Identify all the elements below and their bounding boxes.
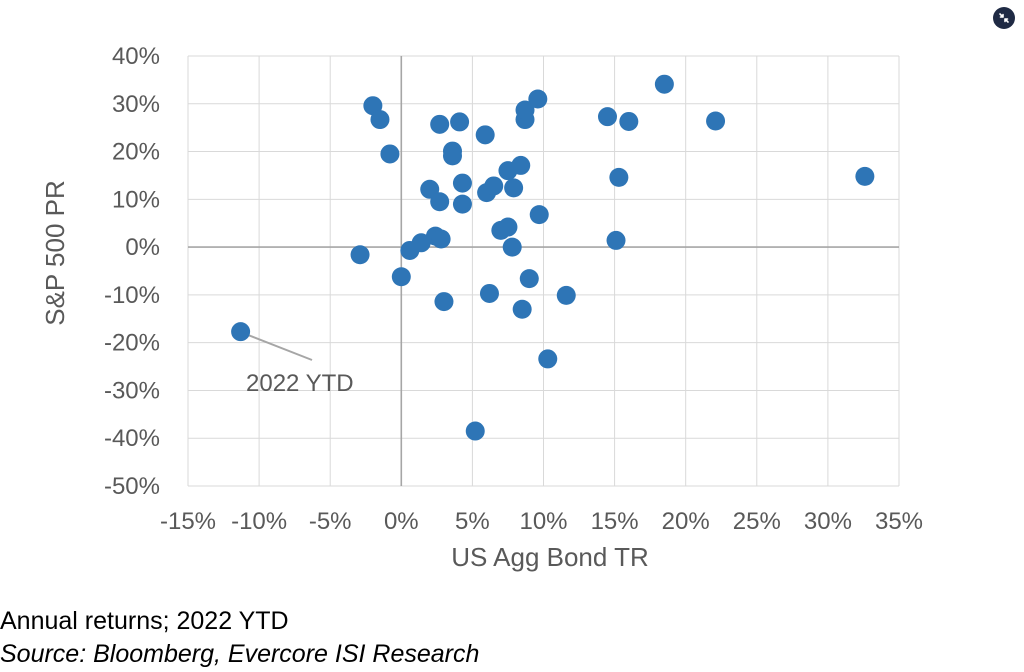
data-point	[430, 192, 450, 212]
data-point	[609, 167, 629, 187]
data-point	[391, 267, 411, 287]
data-point	[538, 349, 558, 369]
data-point	[442, 146, 462, 166]
data-point	[465, 421, 485, 441]
data-point	[370, 110, 390, 130]
x-tick-label: -10%	[231, 508, 287, 535]
data-point	[528, 89, 548, 109]
data-point	[498, 217, 518, 237]
data-point	[706, 111, 726, 131]
data-point	[452, 194, 472, 214]
x-tick-label: 5%	[455, 508, 490, 535]
x-axis-tick-labels: -15% -10% -5% 0% 5% 10% 15% 20% 25% 30% 35%	[160, 508, 923, 535]
y-tick-label: 40%	[112, 43, 160, 70]
data-point	[479, 283, 499, 303]
y-tick-label: -40%	[104, 425, 160, 452]
x-tick-label: -15%	[160, 508, 216, 535]
x-tick-label: 20%	[662, 508, 710, 535]
collapse-button[interactable]	[993, 7, 1015, 29]
chart-caption: Annual returns; 2022 YTD	[0, 607, 289, 635]
data-point	[430, 114, 450, 134]
chart-source: Source: Bloomberg, Evercore ISI Research	[0, 640, 480, 668]
annotation-leader-line	[244, 332, 313, 361]
x-tick-label: 0%	[384, 508, 419, 535]
data-point	[504, 178, 524, 198]
data-point	[597, 107, 617, 127]
x-tick-label: 35%	[875, 508, 923, 535]
data-point	[452, 173, 472, 193]
data-point	[484, 176, 504, 196]
data-point	[529, 205, 549, 225]
x-tick-label: 15%	[591, 508, 639, 535]
data-point	[411, 233, 431, 253]
data-point	[450, 112, 470, 132]
y-axis-tick-labels: 40% 30% 20% 10% 0% -10% -20% -30% -40% -50%	[104, 43, 160, 500]
x-tick-label: 10%	[519, 508, 567, 535]
chart-gridlines	[187, 55, 900, 487]
y-tick-label: -50%	[104, 473, 160, 500]
collapse-arrows-icon	[999, 13, 1009, 23]
data-point	[606, 230, 626, 250]
y-tick-label: -10%	[104, 282, 160, 309]
data-point	[431, 229, 451, 249]
data-point	[380, 144, 400, 164]
data-point	[515, 100, 535, 120]
scatter-chart: 40%30%20%10%0%-10%-20%-30%-40%-50% -15% -…	[40, 43, 923, 572]
x-tick-label: -5%	[309, 508, 352, 535]
x-tick-label: 30%	[804, 508, 852, 535]
data-point	[231, 322, 251, 342]
data-point	[502, 237, 522, 257]
data-point	[855, 166, 875, 186]
leader-line	[244, 332, 313, 361]
data-points	[231, 74, 875, 441]
y-tick-label: 0%	[125, 234, 160, 261]
y-tick-label: -30%	[104, 377, 160, 404]
y-axis-title: S&P 500 PR	[40, 180, 70, 326]
y-tick-label: 30%	[112, 91, 160, 118]
data-point	[434, 292, 454, 312]
data-point	[556, 285, 576, 305]
data-point	[350, 245, 370, 265]
data-point	[519, 269, 539, 289]
y-tick-label: -20%	[104, 330, 160, 357]
data-point	[512, 299, 532, 319]
y-tick-label: 10%	[112, 186, 160, 213]
data-point	[475, 125, 495, 145]
y-tick-label: 20%	[112, 139, 160, 166]
annotation-2022-ytd: 2022 YTD	[246, 370, 354, 397]
data-point	[654, 74, 674, 94]
data-point	[511, 155, 531, 175]
x-tick-label: 25%	[733, 508, 781, 535]
x-axis-title: US Agg Bond TR	[451, 542, 649, 572]
data-point	[619, 111, 639, 131]
